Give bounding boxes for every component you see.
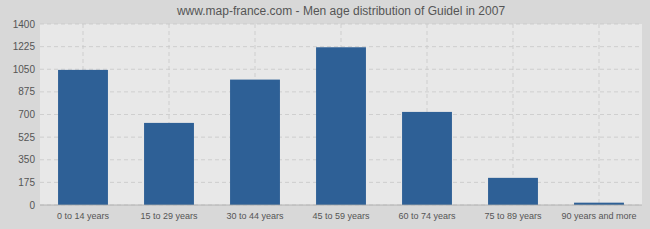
background [0, 0, 650, 229]
y-tick-label: 350 [18, 154, 35, 165]
y-tick-label: 525 [18, 132, 35, 143]
bar [402, 112, 452, 205]
bars [58, 47, 624, 205]
y-tick-label: 0 [29, 200, 35, 211]
y-tick-label: 700 [18, 109, 35, 120]
x-tick-label: 60 to 74 years [398, 211, 456, 221]
x-tick-label: 30 to 44 years [226, 211, 284, 221]
plot-area [40, 24, 642, 205]
x-axis-line [40, 205, 642, 206]
x-tick-label: 90 years and more [561, 211, 636, 221]
grid-line [599, 24, 600, 205]
title: www.map-france.com - Men age distributio… [176, 4, 505, 18]
y-tick-label: 875 [18, 86, 35, 97]
x-tick-label: 45 to 59 years [312, 211, 370, 221]
bar [230, 80, 280, 205]
y-tick-label: 1050 [13, 64, 36, 75]
bar [316, 47, 366, 205]
chart: 0 175 350 525 700 875 1050 1225 1400 0 to 14 year… [0, 0, 650, 229]
x-tick-label: 75 to 89 years [484, 211, 542, 221]
y-tick-label: 1400 [13, 19, 36, 30]
x-tick-label: 15 to 29 years [140, 211, 198, 221]
y-tick-label: 175 [18, 177, 35, 188]
y-tick-label: 1225 [13, 41, 36, 52]
bar [488, 178, 538, 205]
chart-container: 0 175 350 525 700 875 1050 1225 1400 0 to 14 year… [0, 0, 650, 229]
grid-line [40, 205, 642, 206]
bar [144, 123, 194, 205]
x-tick-label: 0 to 14 years [57, 211, 110, 221]
bar [58, 70, 108, 205]
